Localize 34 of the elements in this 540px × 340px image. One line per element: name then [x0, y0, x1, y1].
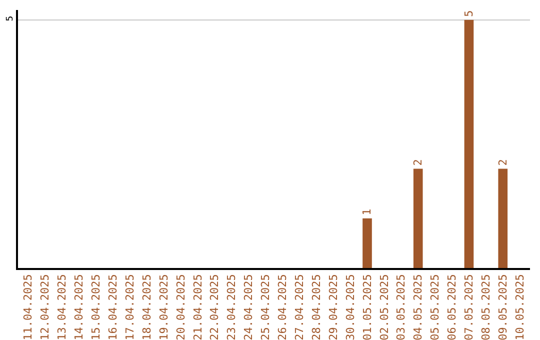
data-label: 1: [360, 208, 374, 216]
x-tick-label: 15.04.2025: [90, 274, 103, 340]
x-tick-label: 29.04.2025: [326, 274, 340, 340]
x-tick-label: 06.05.2025: [446, 274, 459, 340]
x-tick-label: 25.04.2025: [259, 274, 272, 340]
x-tick-label: 01.05.2025: [360, 274, 374, 340]
x-tick-label: 23.04.2025: [225, 274, 238, 340]
x-tick-label: 04.05.2025: [412, 274, 425, 340]
x-tick-label: 12.04.2025: [38, 274, 52, 340]
x-tick-label: 10.05.2025: [513, 274, 526, 340]
data-label: 5: [462, 10, 476, 17]
x-tick-label: 07.05.2025: [462, 274, 476, 340]
x-tick-label: 20.04.2025: [174, 274, 188, 340]
data-label: 2: [496, 159, 510, 166]
x-tick-label: 26.04.2025: [276, 274, 290, 340]
x-tick-label: 09.05.2025: [496, 274, 510, 340]
x-tick-label: 28.04.2025: [310, 274, 323, 340]
x-tick-label: 13.04.2025: [56, 274, 69, 340]
x-tick-label: 08.05.2025: [479, 274, 492, 340]
x-tick-label: 03.05.2025: [394, 274, 408, 340]
x-tick-label: 02.05.2025: [378, 274, 391, 340]
x-tick-label: 27.04.2025: [293, 274, 306, 340]
x-tick-label: 05.05.2025: [428, 274, 442, 340]
x-tick-label: 19.04.2025: [157, 274, 170, 340]
data-label: 2: [412, 159, 425, 166]
x-tick-label: 14.04.2025: [72, 274, 86, 340]
x-tick-label: 22.04.2025: [208, 274, 222, 340]
x-tick-label: 21.04.2025: [191, 274, 204, 340]
x-tick-label: 11.04.2025: [22, 274, 35, 340]
x-tick-label: 16.04.2025: [106, 274, 120, 340]
x-tick-label: 18.04.2025: [140, 274, 154, 340]
x-tick-label: 24.04.2025: [242, 274, 256, 340]
x-tick-label: 30.04.2025: [344, 274, 357, 340]
x-tick-label: 17.04.2025: [123, 274, 136, 340]
